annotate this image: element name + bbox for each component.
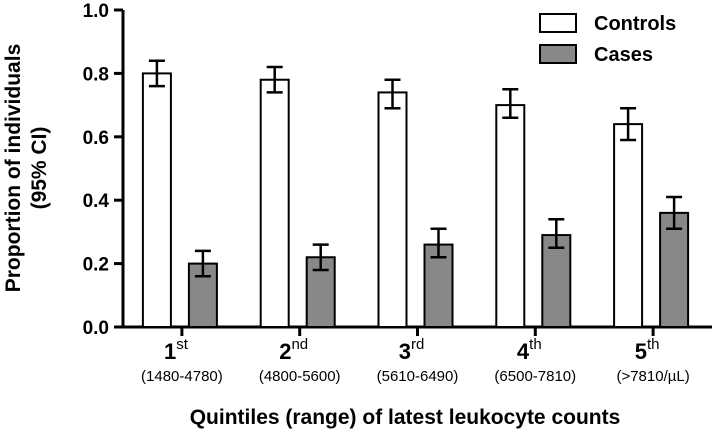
x-category-ordinal: 5 [635,339,647,364]
controls-error-bar [502,88,519,120]
y-axis: 0.0 0.2 0.4 0.6 0.8 1.0 [83,1,125,339]
x-category-suffix: rd [411,336,424,353]
legend-swatch [539,13,577,33]
x-category-label: 4th [517,336,542,364]
controls-bar [377,91,408,328]
x-category-suffix: st [176,336,189,353]
controls-error-bar [620,107,637,142]
controls-bar [495,104,526,328]
y-tick-label: 0.8 [83,64,109,85]
x-category-label: 1st [164,336,189,364]
cases-error-bar [666,195,683,230]
bars [141,72,690,329]
x-category-ordinal: 2 [279,339,291,364]
x-category-suffix: th [647,336,660,353]
cases-error-bar [430,227,447,259]
cases-bar [541,234,572,329]
controls-error-bar [148,59,165,88]
x-category-range: (>7810/µL) [616,368,689,385]
cases-error-bar [194,249,211,278]
x-category-range: (6500-7810) [494,368,576,385]
error-bars [148,59,683,278]
controls-bar [141,72,172,329]
y-axis-title-text: Proportion of individuals (95% CI) [2,44,51,293]
x-category-ordinal: 1 [164,339,176,364]
x-axis [121,325,712,336]
x-category-label: 3rd [399,336,425,364]
y-axis-title: Proportion of individuals (95% CI) [2,44,51,293]
x-category-labels: 1st (1480-4780) 2nd (4800-5600) 3rd (5610-649… [141,336,690,385]
legend-label: Controls [594,13,676,35]
controls-bar [259,78,290,328]
controls-error-bar [266,65,283,94]
cases-error-bar [312,243,329,272]
x-category-label: 2nd [279,336,308,364]
y-tick-label: 0.2 [83,255,109,276]
controls-error-bar [384,78,401,110]
legend-label: Cases [594,44,653,66]
x-category-suffix: nd [291,336,308,353]
y-tick-label: 1.0 [83,1,109,22]
y-tick-label: 0.4 [83,191,110,212]
legend-item-controls: Controls [539,13,676,35]
controls-bar [613,123,644,329]
x-axis-title: Quintiles (range) of latest leukocyte co… [190,406,621,429]
x-category-suffix: th [529,336,542,353]
cases-bar [187,262,218,329]
y-tick-label: 0.0 [83,318,109,339]
y-tick-label: 0.6 [83,128,109,149]
x-category-range: (1480-4780) [141,368,223,385]
y-axis-title-line: Proportion of individuals [2,44,25,293]
y-axis-title-line: (95% CI) [28,127,51,210]
legend-swatch [539,44,577,64]
legend: Controls Cases [539,13,676,66]
x-category-range: (4800-5600) [259,368,341,385]
cases-bar [659,211,690,329]
cases-error-bar [548,217,565,249]
x-category-range: (5610-6490) [377,368,459,385]
legend-item-cases: Cases [539,44,653,66]
x-category-label: 5th [635,336,660,364]
x-category-ordinal: 4 [517,339,530,364]
x-category-ordinal: 3 [399,339,411,364]
